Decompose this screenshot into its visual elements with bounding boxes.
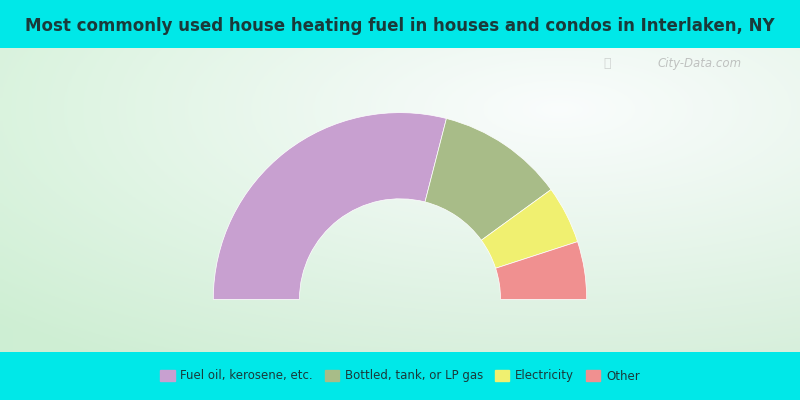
Legend: Fuel oil, kerosene, etc., Bottled, tank, or LP gas, Electricity, Other: Fuel oil, kerosene, etc., Bottled, tank,… [160, 370, 640, 382]
Wedge shape [214, 113, 446, 299]
Text: Most commonly used house heating fuel in houses and condos in Interlaken, NY: Most commonly used house heating fuel in… [25, 17, 775, 35]
Text: City-Data.com: City-Data.com [658, 57, 742, 70]
Wedge shape [482, 190, 578, 268]
Wedge shape [496, 242, 586, 299]
Text: ⦿: ⦿ [604, 57, 611, 70]
Wedge shape [425, 118, 551, 240]
